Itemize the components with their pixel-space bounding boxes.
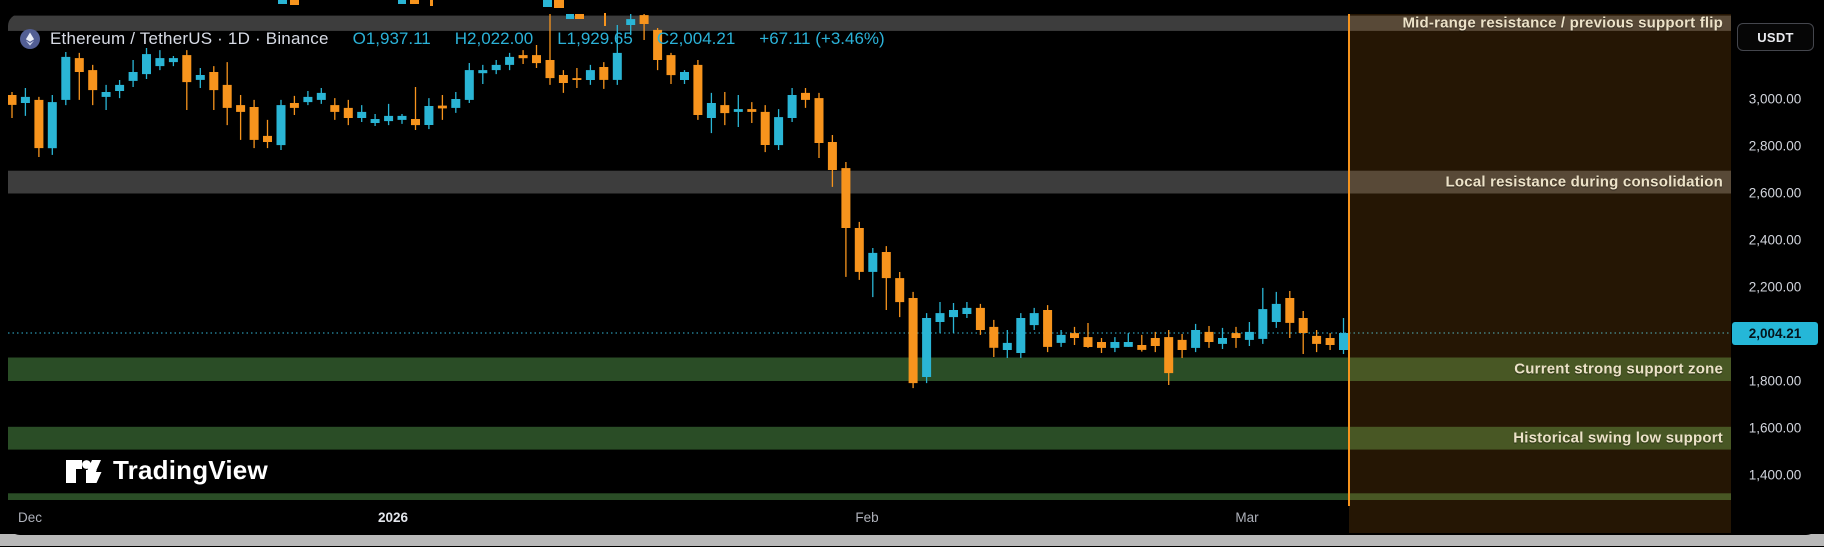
ohlc-low: L1,929.65 [557, 29, 633, 48]
candle-fragment [278, 0, 287, 4]
price-tick-label: 2,600.00 [1748, 185, 1802, 201]
ohlc-close: C2,004.21 [656, 29, 736, 48]
price-tick-label: 3,000.00 [1748, 91, 1802, 107]
candle-fragment [566, 14, 574, 19]
zone-annotation-label: Local resistance during consolidation [1445, 173, 1723, 191]
candle-fragment [543, 0, 552, 7]
candle-fragment [430, 0, 433, 6]
time-axis-label: Dec [17, 510, 43, 525]
last-price-badge: 2,004.21 [1732, 321, 1818, 345]
candle-fragment [398, 0, 406, 4]
zone-band [8, 357, 1731, 381]
price-tick-label: 2,200.00 [1748, 279, 1802, 295]
price-tick-label: 2,400.00 [1748, 232, 1802, 248]
tradingview-watermark: TradingView [65, 455, 268, 486]
candle-fragment [410, 0, 419, 4]
ohlc-change: +67.11 (+3.46%) [759, 29, 885, 48]
highlight-overlay [1349, 14, 1731, 533]
time-axis-label: 2026 [377, 510, 409, 525]
zone-annotation-label: Current strong support zone [1514, 360, 1723, 378]
price-tick-label: 1,800.00 [1748, 373, 1802, 389]
zone-band [8, 493, 1731, 500]
time-axis-label: Feb [855, 510, 879, 525]
candle-fragment [604, 13, 606, 26]
ohlc-open: O1,937.11 [352, 29, 431, 48]
candle-fragment [554, 0, 564, 8]
page-bottom-edge [0, 534, 1824, 546]
zone-annotation-label: Mid-range resistance / previous support … [1402, 14, 1723, 32]
symbol-title[interactable]: Ethereum / TetherUS · 1D · Binance [50, 29, 329, 48]
zone-band [8, 426, 1731, 450]
currency-toggle-button[interactable]: USDT [1737, 23, 1814, 51]
zone-band [8, 15, 1731, 31]
time-axis-label: Mar [1235, 510, 1259, 525]
zone-band [8, 170, 1731, 194]
chart-legend: Ethereum / TetherUS · 1D · Binance O1,93… [20, 26, 885, 52]
candle-fragment [290, 0, 299, 5]
candles[interactable] [8, 7, 1349, 389]
tradingview-logo-icon [66, 459, 102, 483]
ethereum-logo-icon [20, 29, 40, 49]
tradingview-logo-text: TradingView [113, 455, 268, 485]
zone-annotation-label: Historical swing low support [1513, 429, 1723, 447]
ohlc-high: H2,022.00 [454, 29, 534, 48]
price-tick-label: 1,400.00 [1748, 467, 1802, 483]
candle-fragment [575, 14, 584, 19]
price-tick-label: 1,600.00 [1748, 420, 1802, 436]
price-tick-label: 2,800.00 [1748, 138, 1802, 154]
